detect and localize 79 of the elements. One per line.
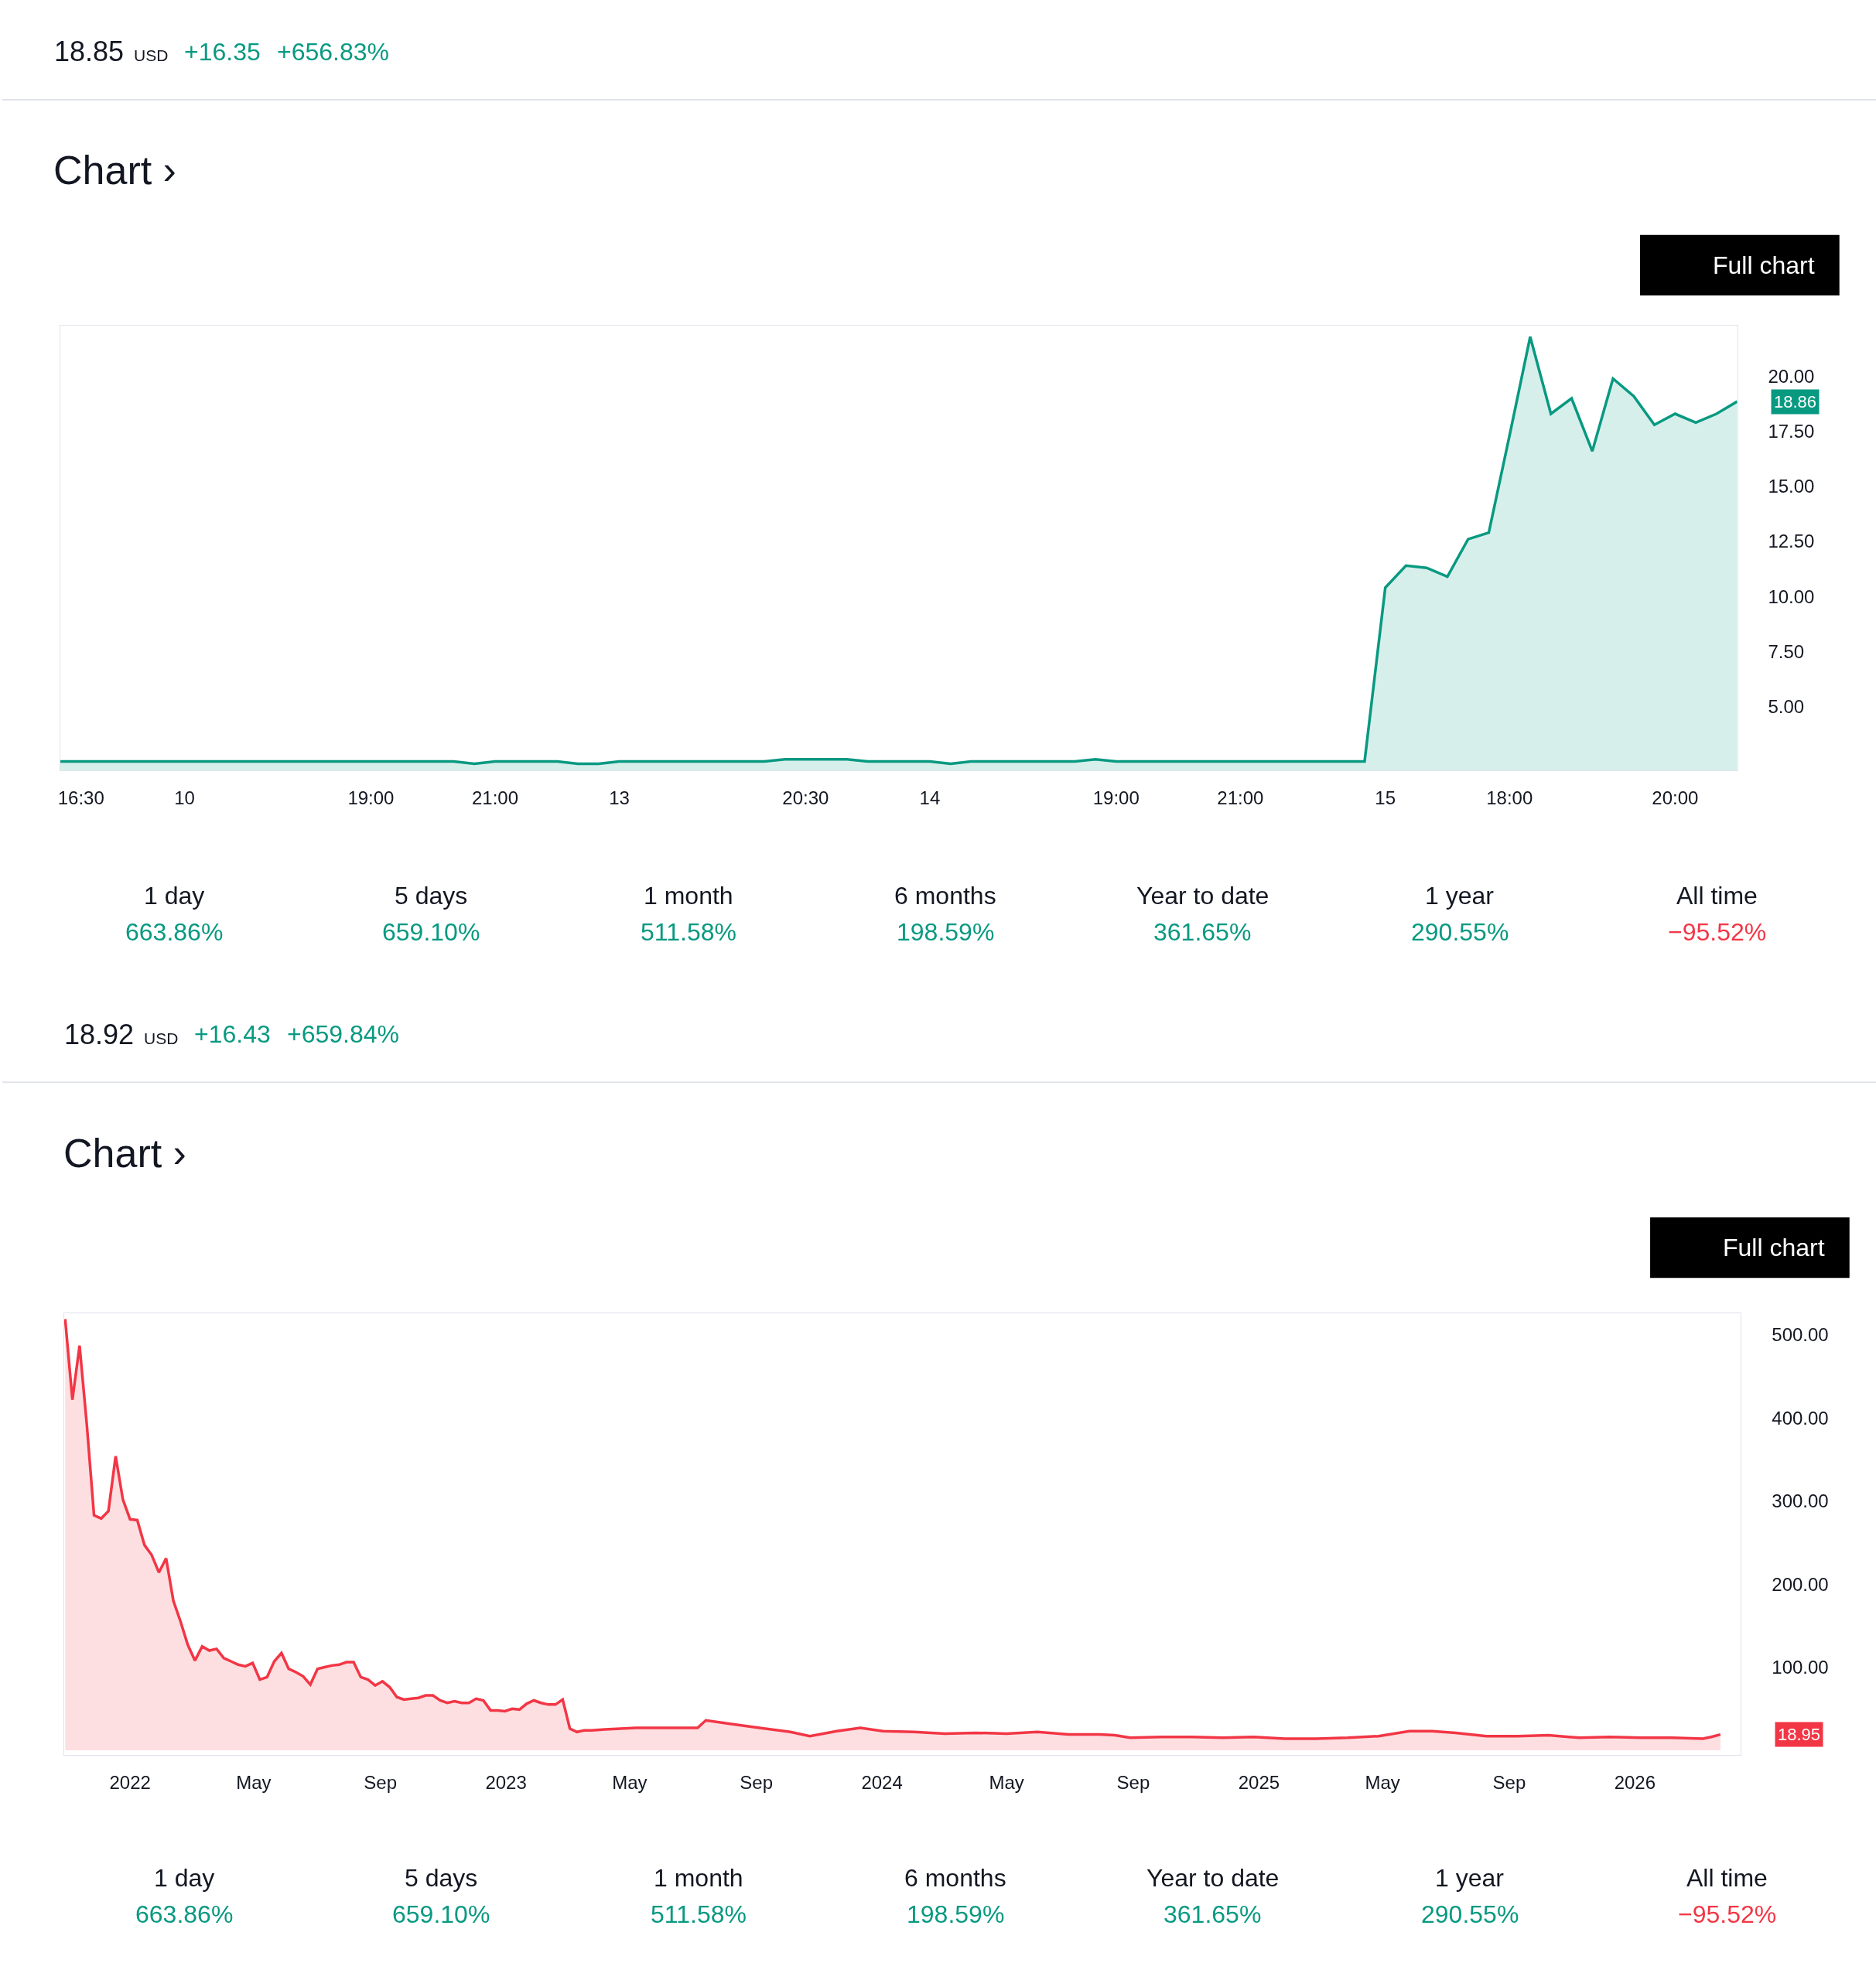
text: USD xyxy=(144,1029,179,1047)
x-tick-label: 20:30 xyxy=(782,787,829,808)
text: −95.52% xyxy=(1678,1900,1777,1928)
text: 1 year xyxy=(1435,1864,1505,1892)
x-tick-label: 19:00 xyxy=(1092,787,1140,808)
y-tick-label: 500.00 xyxy=(1772,1324,1829,1346)
text: 361.65% xyxy=(1164,1900,1262,1928)
x-tick-label: 2023 xyxy=(485,1772,527,1794)
x-tick-label: 2024 xyxy=(861,1772,903,1794)
y-tick-label: 20.00 xyxy=(1768,366,1815,387)
x-tick-label: Sep xyxy=(364,1772,398,1794)
text: Full chart xyxy=(1723,1234,1825,1261)
text: 18.95 xyxy=(1778,1725,1821,1744)
text: Year to date xyxy=(1136,882,1269,910)
x-tick-label: 2025 xyxy=(1238,1772,1280,1794)
text: Year to date xyxy=(1146,1864,1280,1892)
text: 290.55% xyxy=(1421,1900,1519,1928)
text: 1 day xyxy=(154,1864,215,1892)
text: 511.58% xyxy=(641,918,736,946)
text: All time xyxy=(1676,882,1758,910)
x-tick-label: May xyxy=(989,1772,1024,1794)
x-tick-label: 2022 xyxy=(109,1772,151,1794)
text: 1 day xyxy=(144,882,205,910)
y-tick-label: 15.00 xyxy=(1768,476,1815,497)
text: 18.92 xyxy=(64,1019,135,1050)
text: Full chart xyxy=(1713,251,1815,279)
x-tick-label: 18:00 xyxy=(1486,787,1533,808)
text: 18.86 xyxy=(1774,392,1817,411)
x-tick-label: 10 xyxy=(174,787,195,808)
text: 511.58% xyxy=(651,1900,747,1928)
x-tick-label: 21:00 xyxy=(471,787,519,808)
text: 198.59% xyxy=(897,918,995,946)
text: 659.10% xyxy=(382,918,480,946)
x-tick-label: May xyxy=(1365,1772,1400,1794)
y-tick-label: 100.00 xyxy=(1772,1656,1829,1678)
y-tick-label: 12.50 xyxy=(1768,531,1815,552)
y-tick-label: 300.00 xyxy=(1772,1490,1829,1512)
y-tick-label: 10.00 xyxy=(1768,585,1815,607)
x-tick-label: 21:00 xyxy=(1217,787,1264,808)
y-tick-label: 400.00 xyxy=(1772,1407,1829,1429)
text: +16.43 xyxy=(194,1020,271,1048)
text: 361.65% xyxy=(1153,918,1252,946)
x-tick-label: May xyxy=(612,1772,648,1794)
x-tick-label: 14 xyxy=(919,787,941,808)
x-tick-label: May xyxy=(236,1772,272,1794)
text: 18.85 xyxy=(54,36,125,67)
text: 1 year xyxy=(1425,882,1495,910)
text: 663.86% xyxy=(125,918,224,946)
text: 6 months xyxy=(894,882,996,910)
chart-title: Chart › xyxy=(63,1131,186,1176)
x-tick-label: Sep xyxy=(740,1772,773,1794)
text: 663.86% xyxy=(135,1900,234,1928)
text: 6 months xyxy=(904,1864,1006,1892)
y-tick-label: 7.50 xyxy=(1768,640,1805,662)
text: 290.55% xyxy=(1411,918,1509,946)
text: +656.83% xyxy=(277,38,390,66)
text: 1 month xyxy=(644,882,733,910)
x-tick-label: 20:00 xyxy=(1652,787,1699,808)
text: All time xyxy=(1686,1864,1768,1892)
text: 659.10% xyxy=(392,1900,490,1928)
chart-title: Chart › xyxy=(53,148,176,193)
text: 5 days xyxy=(405,1864,478,1892)
text: −95.52% xyxy=(1668,918,1767,946)
x-tick-label: 16:30 xyxy=(57,787,104,808)
text: +659.84% xyxy=(287,1020,400,1048)
x-tick-label: 2026 xyxy=(1614,1772,1656,1794)
text: USD xyxy=(134,46,169,64)
text: +16.35 xyxy=(184,38,261,66)
text: 5 days xyxy=(395,882,468,910)
y-tick-label: 200.00 xyxy=(1772,1573,1829,1595)
x-tick-label: Sep xyxy=(1492,1772,1526,1794)
x-tick-label: 15 xyxy=(1375,787,1396,808)
text: 1 month xyxy=(654,1864,743,1892)
x-tick-label: 13 xyxy=(609,787,630,808)
text: 198.59% xyxy=(907,1900,1005,1928)
x-tick-label: 19:00 xyxy=(347,787,395,808)
y-tick-label: 5.00 xyxy=(1768,695,1805,717)
y-tick-label: 17.50 xyxy=(1768,421,1815,442)
x-tick-label: Sep xyxy=(1116,1772,1150,1794)
